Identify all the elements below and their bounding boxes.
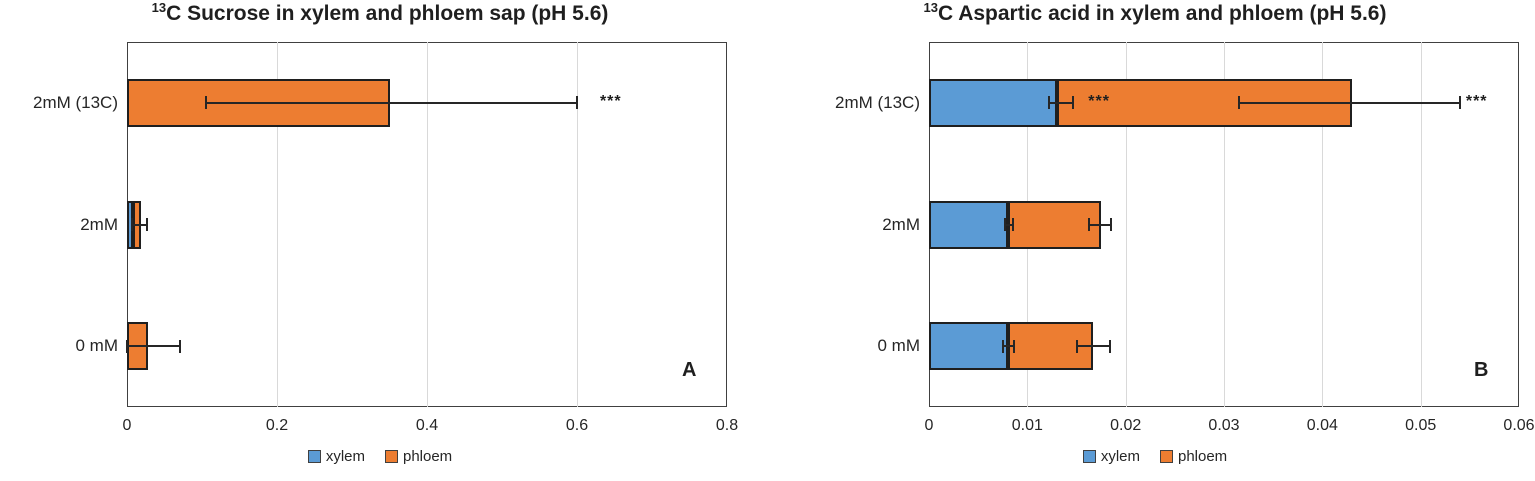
error-bar-cap [146,218,149,231]
error-bar-line [1004,223,1013,226]
significance-marker: *** [1088,92,1110,110]
title-text: C Sucrose in xylem and phloem sap (pH 5.… [166,2,609,25]
legend-swatch-phloem-icon [384,450,398,463]
gridline [277,42,278,407]
x-axis-tick-label: 0.4 [415,417,439,434]
x-axis-tick-label: 0.03 [1208,417,1240,434]
legend-label: phloem [402,448,453,465]
legend-item-xylem: xylem [307,448,365,465]
bar-segment-xylem [929,200,1008,249]
legend: xylem phloem [0,448,760,465]
error-bar-line [127,345,181,348]
category-label: 2mM (13C) [32,92,118,112]
error-bar-line [132,223,148,226]
error-bar-cap [1071,96,1074,110]
gridline [1322,42,1324,407]
legend-swatch-phloem-icon [1159,450,1173,463]
error-bar-cap [1011,218,1014,231]
error-bar-cap [1003,218,1006,231]
error-bar-cap [1048,96,1050,110]
error-bar-line [1049,101,1073,104]
error-bar-cap [1109,218,1112,231]
x-axis-tick-label: 0.01 [1011,417,1043,434]
error-bar-cap [1012,339,1015,353]
error-bar-cap [179,339,182,353]
chart-title: 13C Sucrose in xylem and phloem sap (pH … [0,0,760,26]
x-axis-tick-label: 0.04 [1306,417,1338,434]
x-axis-tick-label: 0.6 [565,417,589,434]
legend-item-phloem: phloem [384,448,453,465]
panel-letter: A [682,359,697,381]
category-label: 2mM [882,214,920,234]
x-axis-tick-label: 0.06 [1503,417,1535,434]
error-bar-cap [1088,218,1091,231]
error-bar-line [205,101,578,104]
error-bar-cap [576,96,578,110]
error-bar-line [1002,345,1014,348]
title-text: C Aspartic acid in xylem and phloem (pH … [937,2,1387,25]
title-superscript: 13 [923,0,938,15]
chart-title: 13C Aspartic acid in xylem and phloem (p… [775,0,1535,26]
legend-label: xylem [325,448,365,465]
error-bar-line [1076,345,1110,348]
error-bar-line [1238,101,1461,104]
significance-marker: *** [599,92,622,110]
gridline [1224,42,1225,407]
error-bar-cap [1108,339,1111,353]
gridline [1420,42,1422,407]
category-label: 2mM (13C) [834,92,920,112]
error-bar-cap [126,339,128,353]
bar-segment-phloem [1007,200,1102,249]
legend-item-xylem: xylem [1082,448,1140,465]
error-bar-cap [1459,96,1461,110]
panel-letter: B [1474,359,1489,381]
significance-marker: *** [1465,92,1488,110]
legend: xylem phloem [775,448,1535,465]
chart-panel-A: 13C Sucrose in xylem and phloem sap (pH … [0,0,760,481]
error-bar-cap [1075,339,1078,353]
legend-label: phloem [1177,448,1228,465]
x-axis-tick-label: 0.2 [265,417,289,434]
chart-panel-B: 13C Aspartic acid in xylem and phloem (p… [775,0,1535,481]
gridline [577,42,578,407]
x-axis-tick-label: 0.05 [1405,417,1437,434]
error-bar-cap [1237,96,1240,110]
error-bar-line [1089,223,1111,226]
category-label: 2mM [80,214,118,234]
title-superscript: 13 [151,0,167,15]
x-axis-tick-label: 0.8 [715,417,739,434]
legend-item-phloem: phloem [1159,448,1228,465]
bar-segment-xylem [929,78,1057,127]
gridline [1125,42,1127,407]
error-bar-cap [1001,339,1004,353]
legend-swatch-xylem-icon [307,450,321,463]
category-label: 0 mM [877,336,921,356]
x-axis-tick-label: 0 [924,417,934,434]
bar-segment-xylem [929,322,1008,371]
category-label: 0 mM [75,336,119,356]
error-bar-cap [204,96,207,110]
legend-swatch-xylem-icon [1082,450,1096,463]
x-axis-tick-label: 0.02 [1110,417,1142,434]
error-bar-cap [131,218,134,231]
gridline [427,42,428,407]
legend-label: xylem [1100,448,1140,465]
x-axis-tick-label: 0 [122,417,132,434]
